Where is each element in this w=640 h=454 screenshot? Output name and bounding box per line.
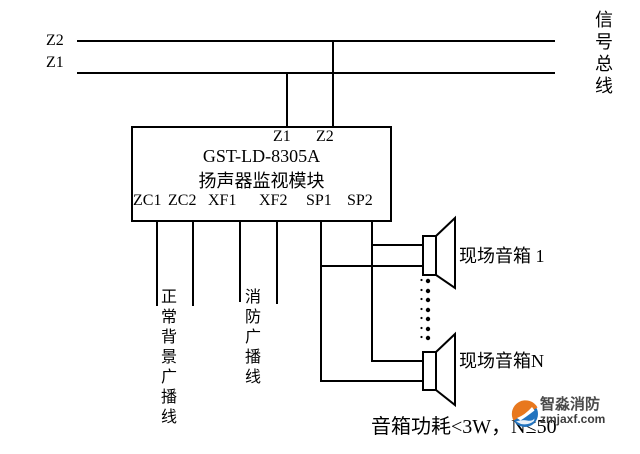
bus-line-z1 (77, 72, 555, 74)
speakerN-icon (422, 331, 456, 408)
speaker1-label: 现场音箱 1 (459, 246, 545, 266)
bus-z2-label: Z2 (46, 32, 64, 49)
wire-z1-drop (286, 72, 288, 127)
fire-broadcast-label: 消防广播线 (242, 288, 259, 388)
speaker1-icon (422, 215, 456, 290)
normal-broadcast-label: 正常背景广播线 (158, 288, 175, 428)
bus-z1-label: Z1 (46, 54, 64, 71)
module-terminal-xf1: XF1 (208, 192, 237, 209)
wire-xf1 (239, 220, 241, 302)
brand-name: 智淼消防 (540, 396, 601, 413)
module-box (131, 126, 392, 222)
module-terminal-z2: Z2 (316, 128, 334, 145)
module-model: GST-LD-8305A (202, 146, 321, 166)
module-terminal-zc2: ZC2 (168, 192, 197, 209)
bus-line-z2 (77, 40, 555, 42)
module-terminal-sp2: SP2 (347, 192, 373, 209)
module-name: 扬声器监视模块 (198, 171, 325, 191)
speakerN-label: 现场音箱N (459, 351, 544, 371)
module-terminal-zc1: ZC1 (133, 192, 162, 209)
wire-xf2 (276, 220, 278, 304)
module-terminal-xf2: XF2 (259, 192, 288, 209)
wire-speaker1-top (371, 244, 423, 246)
ellipsis-dots-icon (420, 278, 431, 341)
wire-speakerN-top (371, 360, 423, 362)
brand-site: zmjaxf.com (540, 412, 606, 426)
wire-z2-drop (332, 40, 334, 127)
wire-zc1 (156, 220, 158, 306)
module-terminal-sp1: SP1 (306, 192, 332, 209)
wire-sp1-vertical (320, 220, 322, 382)
wire-speakerN-bottom (320, 380, 423, 382)
wire-sp2-vertical (371, 220, 373, 362)
speaker-note: 音箱功耗<3W，N≤50 (371, 416, 557, 438)
signal-bus-label: 信号总线 (593, 10, 613, 98)
wire-zc2 (192, 220, 194, 306)
module-terminal-z1: Z1 (273, 128, 291, 145)
wire-speaker1-bottom (320, 265, 423, 267)
